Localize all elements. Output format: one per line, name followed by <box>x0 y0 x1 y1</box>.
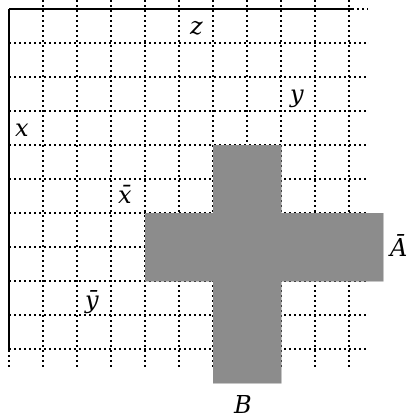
shaded-cell <box>247 315 282 350</box>
shaded-cell <box>281 247 316 282</box>
shaded-cell <box>247 349 282 384</box>
shaded-cell <box>349 213 384 248</box>
label-z: z <box>189 12 203 40</box>
label-x-bar: x̄ <box>118 181 132 209</box>
shaded-cell <box>315 213 350 248</box>
shaded-cell <box>247 213 282 248</box>
label-a-bar: Ā <box>388 234 407 262</box>
shaded-cell <box>213 281 248 316</box>
shaded-cell <box>213 247 248 282</box>
shaded-cell <box>247 145 282 180</box>
shaded-cell <box>179 213 214 248</box>
label-y: y <box>289 80 304 108</box>
shaded-cell <box>281 213 316 248</box>
label-x: x <box>15 114 29 142</box>
shaded-cell <box>247 247 282 282</box>
shaded-cell <box>315 247 350 282</box>
shaded-cell <box>213 179 248 214</box>
shaded-cell <box>213 349 248 384</box>
shaded-cell <box>213 315 248 350</box>
shaded-cell <box>179 247 214 282</box>
shaded-cell <box>247 281 282 316</box>
dotted-grid <box>9 0 368 368</box>
label-b: B <box>233 391 252 417</box>
shaded-cell <box>145 247 180 282</box>
cross-shape <box>145 145 384 384</box>
shaded-cell <box>145 213 180 248</box>
shaded-cell <box>213 213 248 248</box>
shaded-cell <box>349 247 384 282</box>
shaded-cell <box>247 179 282 214</box>
label-y-bar: ȳ <box>84 286 99 314</box>
shaded-cell <box>213 145 248 180</box>
